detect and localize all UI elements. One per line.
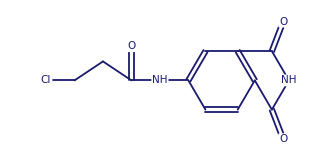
Text: O: O [279, 17, 287, 27]
Text: O: O [279, 134, 287, 144]
Text: NH: NH [281, 75, 297, 85]
Text: NH: NH [152, 75, 168, 85]
Text: O: O [127, 41, 136, 51]
Text: Cl: Cl [41, 75, 51, 85]
